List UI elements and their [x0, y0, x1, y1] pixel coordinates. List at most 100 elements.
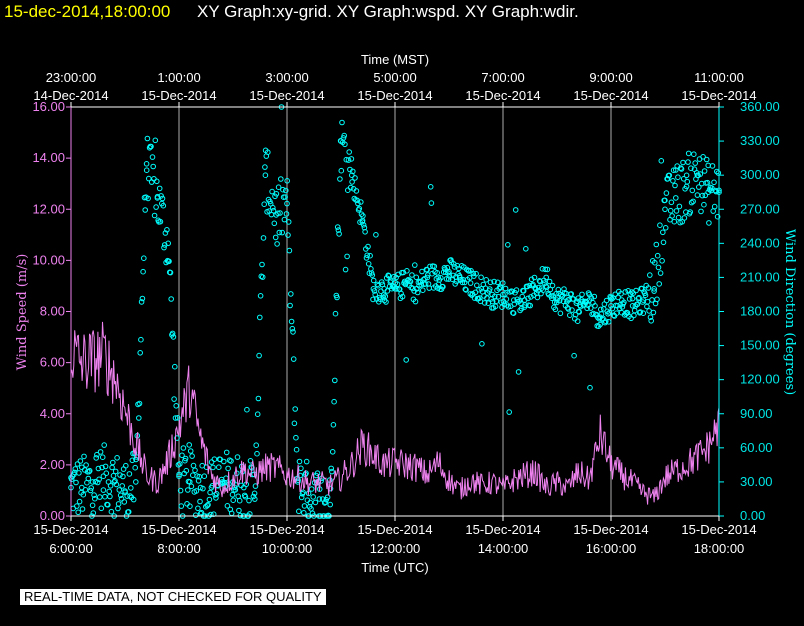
wdir-point	[685, 150, 692, 157]
wdir-point	[469, 291, 476, 297]
wdir-point	[225, 465, 231, 472]
wdir-point	[497, 284, 504, 291]
wdir-point	[586, 297, 593, 303]
wdir-point	[703, 156, 710, 163]
bottom-tick-date: 15-Dec-2014	[249, 522, 324, 537]
wdir-point	[694, 192, 701, 198]
wdir-point	[234, 454, 241, 460]
wdir-point	[420, 287, 426, 294]
wdir-point	[99, 454, 106, 461]
wdir-point	[335, 227, 342, 233]
wdir-point	[138, 336, 144, 343]
wdir-point	[96, 476, 102, 483]
wdir-point	[624, 310, 631, 316]
wdir-point	[561, 286, 567, 292]
bottom-tick-date: 15-Dec-2014	[141, 522, 216, 537]
wdir-point	[715, 170, 722, 176]
wdir-point	[127, 493, 133, 499]
wdir-point	[479, 341, 485, 347]
wdir-point	[636, 294, 642, 301]
wdir-point	[297, 472, 304, 479]
wdir-point	[256, 352, 262, 359]
wdir-point	[324, 494, 331, 501]
wdir-point	[680, 176, 687, 182]
wdir-point	[615, 294, 621, 301]
wdir-point	[534, 294, 541, 301]
wdir-point	[613, 310, 620, 317]
wdir-point	[260, 235, 267, 241]
left-tick-label: 4.00	[40, 406, 65, 421]
wdir-point	[331, 398, 337, 405]
wdir-point	[688, 199, 695, 206]
wdir-point	[697, 171, 704, 177]
wdir-point	[146, 175, 152, 182]
wdir-point	[419, 268, 425, 275]
wdir-point	[171, 396, 177, 402]
wdir-point	[74, 461, 81, 467]
wdir-point	[546, 278, 553, 285]
wdir-point	[413, 274, 420, 281]
wdir-point	[178, 503, 185, 509]
wdir-point	[102, 463, 109, 470]
wdir-point	[445, 270, 451, 276]
wdir-point	[291, 420, 298, 427]
wdir-point	[527, 302, 534, 309]
wdir-point	[153, 204, 159, 210]
wdir-point	[365, 261, 372, 267]
wdir-point	[290, 329, 296, 335]
left-axis-title: Wind Speed (m/s)	[15, 254, 30, 371]
wdir-point	[97, 449, 104, 455]
wdir-point	[259, 274, 266, 280]
wdir-point	[140, 268, 146, 275]
wdir-point	[603, 297, 610, 304]
wdir-point	[190, 462, 197, 469]
wdir-point	[356, 205, 363, 212]
wdir-point	[99, 464, 105, 471]
wdir-point	[253, 442, 260, 449]
wdir-point	[637, 309, 644, 315]
bottom-tick-date: 15-Dec-2014	[465, 522, 540, 537]
wdir-point	[76, 470, 82, 476]
wdir-point	[151, 212, 158, 219]
wdir-point	[501, 301, 508, 308]
bottom-tick-date: 15-Dec-2014	[573, 522, 648, 537]
wdir-point	[139, 295, 146, 302]
top-tick-date: 15-Dec-2014	[249, 88, 324, 103]
wdir-point	[370, 296, 376, 303]
wdir-point	[696, 184, 702, 190]
wdir-point	[531, 274, 538, 281]
wdir-point	[398, 290, 404, 297]
right-tick-label: 240.00	[740, 235, 780, 250]
wdir-point	[343, 156, 350, 163]
wdir-point	[690, 198, 696, 205]
right-tick-label: 60.00	[740, 440, 773, 455]
wdir-point	[107, 483, 114, 489]
wdir-point	[128, 485, 134, 491]
wdir-point	[489, 291, 496, 298]
wdir-point	[670, 178, 676, 184]
wdir-point	[552, 306, 559, 313]
wdir-point	[600, 315, 606, 322]
wdir-point	[683, 172, 690, 179]
wdir-point	[606, 309, 613, 316]
wdir-point	[701, 168, 708, 174]
wdir-point	[345, 187, 351, 193]
wdir-point	[79, 484, 85, 491]
wdir-point	[314, 470, 321, 477]
wdir-point	[261, 201, 268, 207]
left-tick-label: 14.00	[32, 150, 65, 165]
wdir-point	[597, 314, 604, 321]
wdir-point	[631, 307, 638, 314]
wdir-point	[154, 195, 161, 201]
wdir-point	[352, 175, 358, 181]
wdir-point	[353, 188, 360, 194]
top-tick-date: 15-Dec-2014	[141, 88, 216, 103]
wdir-point	[223, 475, 229, 482]
wdir-point	[565, 306, 572, 312]
wdir-point	[228, 458, 234, 464]
wdir-point	[567, 312, 573, 319]
wdir-point	[336, 231, 342, 237]
wdir-point	[252, 496, 258, 502]
wdir-point	[510, 310, 517, 317]
wdir-point	[339, 119, 345, 126]
